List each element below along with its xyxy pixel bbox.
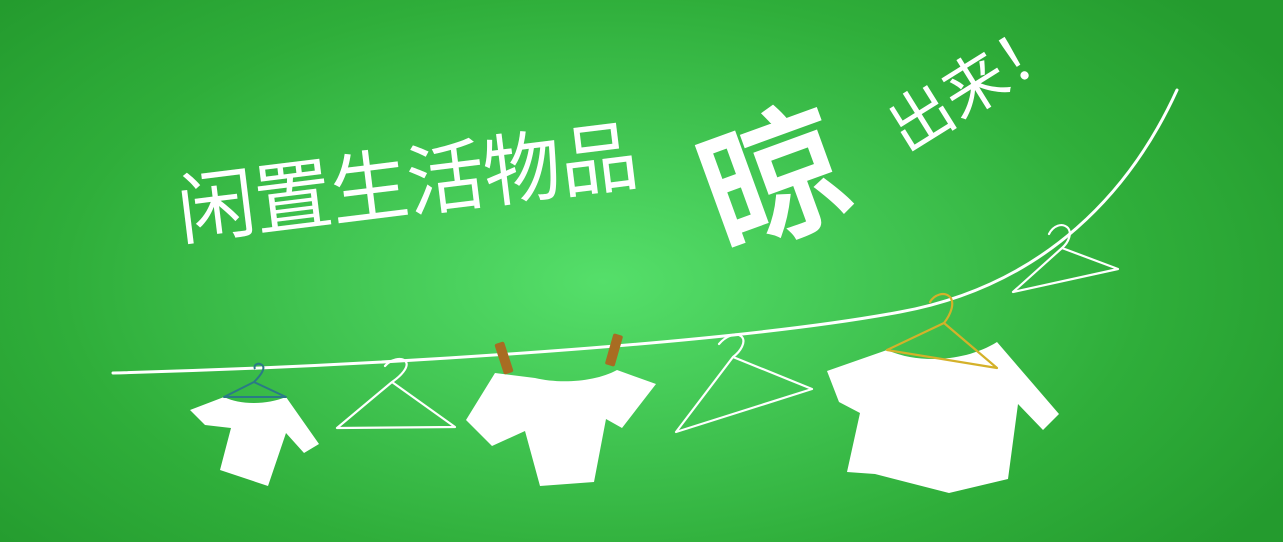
shirt-2	[466, 333, 656, 486]
hanger-icon	[674, 333, 814, 434]
hanger-2	[674, 333, 814, 434]
tshirt-icon	[190, 397, 319, 486]
hanger-icon	[1011, 224, 1120, 294]
clothespin-icon	[494, 341, 514, 375]
hanger-1	[335, 357, 457, 430]
clothesline-icon	[111, 88, 1179, 375]
tshirt-icon	[827, 342, 1059, 493]
hanger-icon	[885, 293, 999, 370]
shirt-3	[827, 293, 1059, 493]
tshirt-icon	[466, 370, 656, 486]
hanger-icon	[335, 357, 457, 430]
clothespin-icon	[605, 333, 623, 367]
shirt-1	[190, 362, 319, 486]
hanger-3	[1011, 224, 1120, 294]
hanger-icon	[223, 362, 287, 398]
